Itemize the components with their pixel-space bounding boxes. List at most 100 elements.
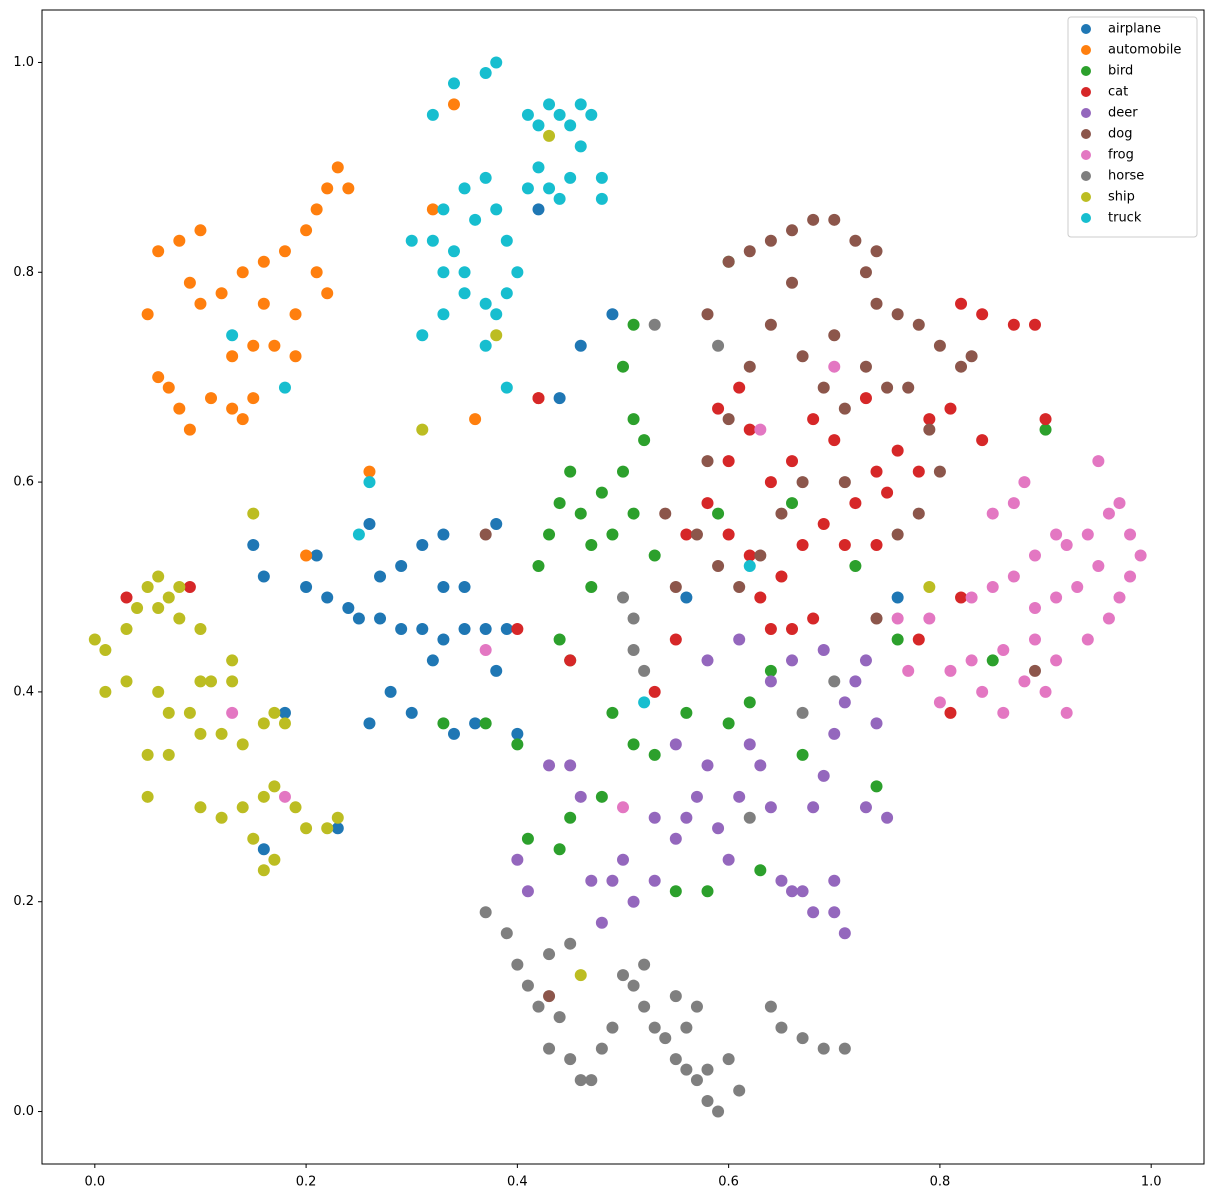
point [500,381,513,394]
point [479,528,492,541]
point [838,476,851,489]
point [817,769,830,782]
point [828,874,841,887]
point [532,1000,545,1013]
point [374,570,387,583]
point [352,612,365,625]
point [933,339,946,352]
point [595,192,608,205]
point [743,245,756,258]
point [828,360,841,373]
point [300,581,313,593]
legend-marker [1081,87,1091,97]
point [310,549,323,562]
point [479,66,492,79]
point [120,675,133,688]
point [997,706,1010,719]
point [828,213,841,226]
point [1092,560,1105,573]
point [426,108,439,121]
point [701,455,714,468]
point [173,234,186,247]
point [247,339,260,352]
point [543,182,556,195]
point [786,622,799,635]
point [141,308,154,321]
point [532,161,545,174]
point [321,287,334,300]
point [1134,549,1147,562]
point [247,507,260,520]
point [278,381,291,394]
point [162,591,175,604]
point [754,759,767,772]
point [627,979,640,992]
point [543,129,556,142]
point [828,727,841,740]
point [405,706,418,719]
x-tick-label: 0.2 [296,1175,317,1190]
point [648,811,661,824]
point [564,465,577,478]
point [183,423,196,436]
point [606,874,619,887]
point [627,318,640,331]
point [194,801,207,814]
point [627,738,640,751]
point [838,927,851,940]
point [247,832,260,845]
point [965,654,978,667]
point [944,402,957,415]
point [257,255,270,268]
point [479,643,492,656]
point [891,308,904,321]
point [912,633,925,646]
point [617,969,629,982]
point [870,612,883,625]
point [226,329,239,342]
point [881,811,894,824]
point [152,371,165,384]
point [743,549,756,562]
point [310,203,323,216]
point [268,780,281,793]
point [1050,528,1063,541]
point [120,622,133,635]
point [648,874,661,887]
point [659,1032,672,1045]
point [173,581,186,593]
point [859,360,872,373]
point [817,518,830,531]
point [543,759,556,772]
point [933,696,946,709]
legend-marker [1081,66,1091,76]
point [88,633,101,646]
point [257,864,270,877]
point [743,360,756,373]
point [680,591,693,604]
point [1028,601,1041,614]
point [786,885,799,898]
point [944,664,957,677]
point [553,1011,566,1024]
point [786,654,799,667]
point [701,654,714,667]
point [490,329,503,342]
point [859,654,872,667]
legend-label: ship [1108,190,1135,205]
point [933,465,946,478]
point [986,654,999,667]
point [152,601,165,614]
point [268,706,281,719]
point [828,329,841,342]
point [617,360,629,373]
point [595,171,608,184]
point [902,664,915,677]
point [743,738,756,751]
point [1081,633,1094,646]
point [828,906,841,919]
point [469,413,482,426]
point [754,864,767,877]
point [955,591,968,604]
